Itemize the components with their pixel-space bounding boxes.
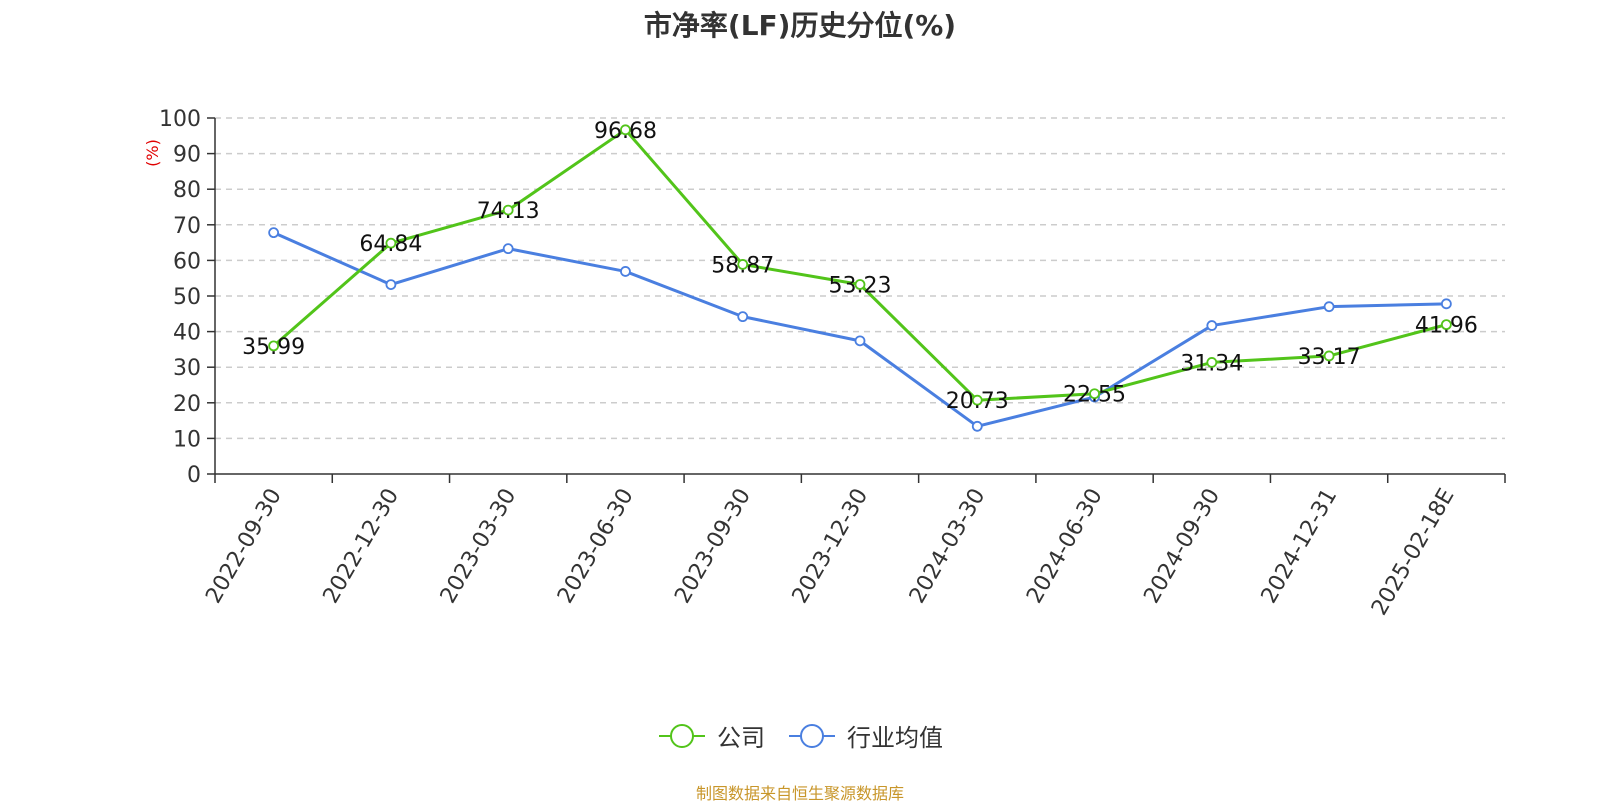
data-label: 53.23 [829,274,892,299]
data-label: 31.34 [1180,351,1243,376]
series-line-company [272,128,1447,402]
y-axis-unit-label: (%) [143,139,162,167]
data-point-industry-average [1206,320,1218,331]
y-tick-label: 10 [173,427,201,452]
y-tick-label: 60 [173,249,201,274]
data-label: 35.99 [242,335,305,360]
data-label: 58.87 [711,253,774,278]
source-note: 制图数据来自恒生聚源数据库 [695,784,904,803]
legend-industry-marker-icon [789,723,835,748]
legend: 公司 行业均值 [0,718,1600,753]
y-tick-label: 50 [173,285,201,310]
data-point-company [502,204,514,216]
data-point-industry-average [971,420,983,432]
x-tick-label: 2024-03-30 [905,485,991,608]
y-tick-label: 80 [173,178,201,203]
x-tick-label: 2022-12-30 [319,484,405,607]
x-tick-label: 2023-09-30 [670,485,756,608]
data-point-industry-average [1440,298,1452,310]
x-tick-label: 2025-02-18E [1367,485,1460,620]
x-tick-label: 2022-09-30 [201,485,287,608]
data-point-industry-average [737,311,749,323]
data-point-company [971,394,983,406]
legend-label-industry-average: 行业均值 [847,724,943,752]
data-point-company [737,259,749,270]
data-point-company [620,124,631,136]
y-tick-label: 40 [173,321,201,346]
x-tick-label: 2024-06-30 [1022,485,1108,608]
data-label: 74.13 [477,199,540,224]
series-line-industry-average [273,231,1447,428]
y-tick-label: 20 [173,392,201,417]
data-label: 64.84 [359,232,422,257]
data-label: 22.55 [1063,383,1126,408]
data-point-company [268,340,280,352]
data-point-industry-average [502,243,514,255]
data-label: 41.96 [1415,314,1478,339]
y-tick-label: 100 [159,107,201,132]
x-tick-label: 2023-12-30 [788,485,874,608]
data-point-company [1089,388,1100,400]
data-label: 20.73 [946,389,1009,414]
chart-plot: 0 10 20 30 40 50 60 70 80 90 100 (%) 2022-09-30 2022-… [143,107,1506,620]
data-label: 96.68 [594,119,657,144]
data-point-company [854,279,866,290]
legend-company-marker-icon [659,723,705,748]
data-point-industry-average [620,266,631,277]
data-point-company [385,237,397,249]
x-tick-label: 2024-12-31 [1257,485,1343,608]
data-point-industry-average [268,227,280,239]
data-point-company [1323,350,1335,362]
legend-item-company[interactable]: 公司 [657,718,765,753]
y-tick-label: 90 [173,143,201,168]
legend-item-industry-average[interactable]: 行业均值 [787,718,943,753]
data-point-company [1206,357,1218,368]
data-point-industry-average [854,335,866,347]
y-tick-label: 30 [173,356,201,381]
x-tick-label: 2024-09-30 [1139,485,1225,608]
data-label: 33.17 [1298,345,1361,370]
x-tick-label: 2023-03-30 [436,485,522,608]
data-point-company [1440,319,1452,331]
data-point-industry-average [385,279,397,291]
data-point-industry-average [1323,301,1335,313]
x-tick-label: 2023-06-30 [553,485,639,608]
legend-label-company: 公司 [717,724,765,752]
y-tick-label: 70 [173,214,201,239]
y-tick-label: 0 [187,463,201,488]
chart-title: 市净率(LF)历史分位(%) [643,9,957,42]
